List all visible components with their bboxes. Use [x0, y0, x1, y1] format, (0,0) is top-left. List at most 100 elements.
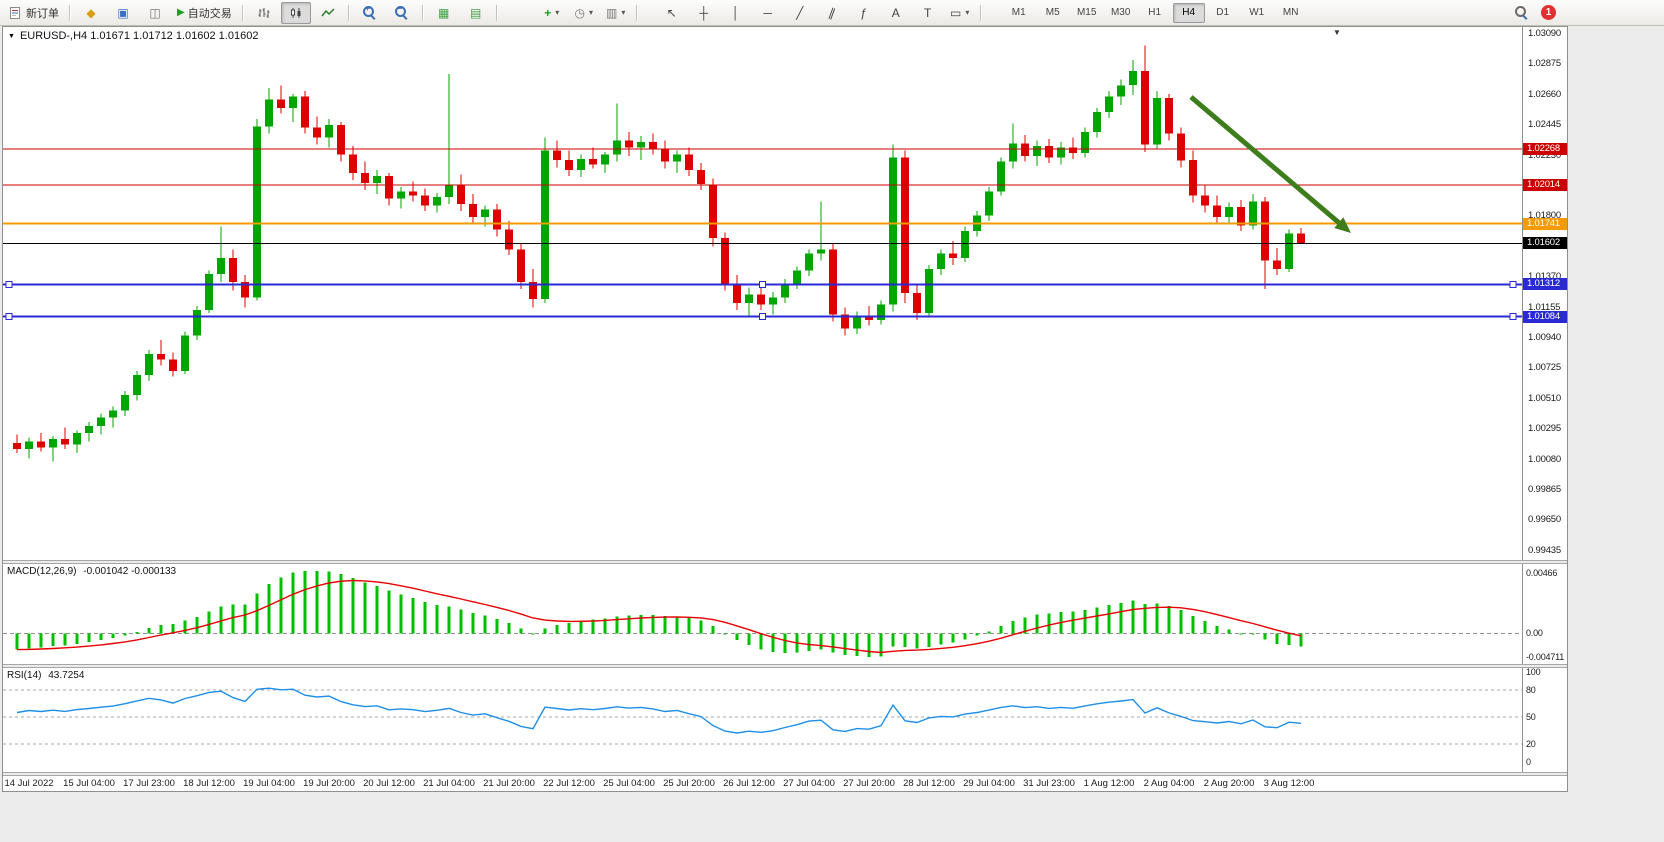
price-axis[interactable]: 1.030901.028751.026601.024451.022301.020… [1522, 27, 1567, 776]
workspace-background: ▼ EURUSD-,H4 1.01671 1.01712 1.01602 1.0… [0, 26, 1664, 842]
timeframe-button-m30[interactable]: M30 [1110, 7, 1131, 18]
new-order-icon [10, 6, 20, 19]
timeframe-button-m1[interactable]: M1 [1011, 7, 1026, 18]
data-window-button[interactable]: ◫ [140, 2, 170, 24]
timeframe-button-mn[interactable]: MN [1282, 7, 1299, 18]
time-axis-label: 29 Jul 04:00 [963, 778, 1015, 789]
cursor-button[interactable]: ↖ [657, 2, 687, 24]
chevron-down-icon: ▾ [621, 8, 626, 17]
chart-shift-marker-icon[interactable]: ▼ [1333, 28, 1341, 37]
text-label-button[interactable]: T [913, 2, 943, 24]
shapes-icon: ▭ [950, 5, 962, 20]
time-axis-label: 31 Jul 23:00 [1023, 778, 1075, 789]
market-watch-button[interactable]: ◆ [76, 2, 106, 24]
time-axis[interactable]: 14 Jul 2022 15 Jul 04:00 17 Jul 23:00 18 Ju… [3, 776, 1567, 791]
time-axis-label: 28 Jul 12:00 [903, 778, 955, 789]
autotrading-label: 自动交易 [187, 7, 232, 20]
new-order-label: 新订单 [26, 7, 59, 20]
timeframe-button-h4[interactable]: H4 [1172, 2, 1205, 23]
chart-window-eurusd-h4[interactable]: ▼ EURUSD-,H4 1.01671 1.01712 1.01602 1.0… [2, 26, 1568, 792]
price-scale-label: 1.01800 [1528, 210, 1561, 222]
horizontal-line-button[interactable]: ─ [753, 2, 783, 24]
template-icon: ▥ [606, 5, 618, 20]
notification-badge[interactable]: 1 [1541, 5, 1556, 20]
timeframe-button-d1[interactable]: D1 [1216, 7, 1230, 18]
fibonacci-button[interactable]: ƒ [849, 2, 879, 24]
navigator-button[interactable]: ▣ [108, 2, 138, 24]
chevron-down-icon: ▾ [588, 8, 593, 17]
time-axis-label: 19 Jul 04:00 [243, 778, 295, 789]
zoom-in-button[interactable]: + [355, 2, 385, 24]
navigator-icon: ▣ [117, 5, 129, 20]
new-order-button[interactable]: 新订单 [4, 2, 64, 24]
time-axis-label: 27 Jul 04:00 [783, 778, 835, 789]
indicators-icon: + [544, 5, 552, 20]
time-axis-label: 25 Jul 20:00 [663, 778, 715, 789]
zoom-out-button[interactable]: − [387, 2, 417, 24]
macd-pane[interactable]: MACD(12,26,9) -0.001042 -0.000133 [3, 564, 1522, 664]
rsi-scale-label: 0 [1526, 757, 1531, 767]
price-scale-label: 1.02875 [1528, 58, 1561, 70]
price-line-badge: 1.02268 [1523, 143, 1567, 156]
rsi-chart[interactable] [3, 668, 1522, 772]
indicators-button[interactable]: + ▾ [537, 2, 567, 24]
channel-button[interactable]: ∥ [817, 2, 847, 24]
shapes-button[interactable]: ▭ ▾ [945, 2, 975, 24]
search-icon[interactable] [1515, 6, 1528, 19]
crosshair-button[interactable]: ┼ [689, 2, 719, 24]
cascade-windows-button[interactable]: ▤ [461, 2, 491, 24]
time-axis-label: 2 Aug 04:00 [1143, 778, 1195, 789]
templates-button[interactable]: ▥ ▾ [601, 2, 631, 24]
macd-scale-label: 0.00 [1526, 628, 1543, 639]
price-scale-label: 1.00295 [1528, 423, 1561, 435]
timeframe-button-h1[interactable]: H1 [1148, 7, 1162, 18]
price-line-badge: 1.02014 [1523, 179, 1567, 192]
candlestick-chart-button[interactable] [280, 1, 311, 24]
timeframe-button-m15[interactable]: M15 [1076, 7, 1097, 18]
chevron-down-icon: ▾ [965, 8, 970, 17]
timeframe-button-m5[interactable]: M5 [1045, 7, 1060, 18]
candlestick-chart[interactable] [3, 27, 1522, 560]
tile-windows-button[interactable]: ▦ [429, 2, 459, 24]
vertical-line-button[interactable]: │ [721, 2, 751, 24]
toolbar: 新订单 ◆ ▣ ◫ ▶ 自动交易 + − ▦ ▤ + ▾ ◷ ▾ ▥ ▾ ↖ ┼… [0, 0, 1664, 26]
tile-windows-icon: ▦ [438, 5, 450, 20]
price-scale-label: 1.00940 [1528, 332, 1561, 344]
toolbar-right-group: 1 [1515, 5, 1556, 20]
horizontal-line-icon: ─ [763, 5, 772, 20]
pane-divider[interactable] [3, 772, 1567, 776]
time-axis-label: 25 Jul 04:00 [603, 778, 655, 789]
macd-values: -0.001042 -0.000133 [83, 566, 177, 577]
price-line-badge: 1.01602 [1523, 237, 1567, 250]
time-axis-label: 20 Jul 12:00 [363, 778, 415, 789]
toolbar-separator [495, 4, 498, 21]
time-axis-label: 18 Jul 12:00 [183, 778, 235, 789]
main-chart-pane[interactable]: ▼ EURUSD-,H4 1.01671 1.01712 1.01602 1.0… [3, 27, 1522, 560]
bar-chart-button[interactable] [249, 2, 279, 24]
rsi-scale-label: 20 [1526, 739, 1536, 749]
trendline-button[interactable]: ╱ [785, 2, 815, 24]
pane-divider[interactable] [3, 560, 1567, 564]
rsi-scale-label: 50 [1526, 712, 1536, 722]
price-scale-label: 1.01370 [1528, 271, 1561, 283]
time-axis-label: 26 Jul 12:00 [723, 778, 775, 789]
text-button[interactable]: A [881, 2, 911, 24]
autotrading-button[interactable]: ▶ 自动交易 [172, 2, 237, 24]
toolbar-separator [635, 4, 638, 21]
pane-divider[interactable] [3, 664, 1567, 668]
line-chart-button[interactable] [313, 2, 343, 24]
macd-scale-label: -0.004711 [1526, 652, 1565, 662]
collapse-triangle-icon[interactable]: ▼ [8, 32, 15, 40]
rsi-pane[interactable]: RSI(14) 43.7254 [3, 668, 1522, 772]
market-watch-icon: ◆ [86, 5, 96, 20]
macd-chart[interactable] [3, 564, 1522, 664]
text-label-icon: T [924, 5, 932, 20]
price-scale-label: 1.02445 [1528, 119, 1561, 131]
price-scale-label: 0.99865 [1528, 484, 1561, 496]
time-axis-label: 27 Jul 20:00 [843, 778, 895, 789]
rsi-scale-label: 100 [1526, 667, 1541, 677]
periods-button[interactable]: ◷ ▾ [569, 2, 599, 24]
play-icon: ▶ [177, 6, 185, 18]
timeframe-button-w1[interactable]: W1 [1249, 7, 1265, 18]
toolbar-separator [347, 4, 350, 21]
